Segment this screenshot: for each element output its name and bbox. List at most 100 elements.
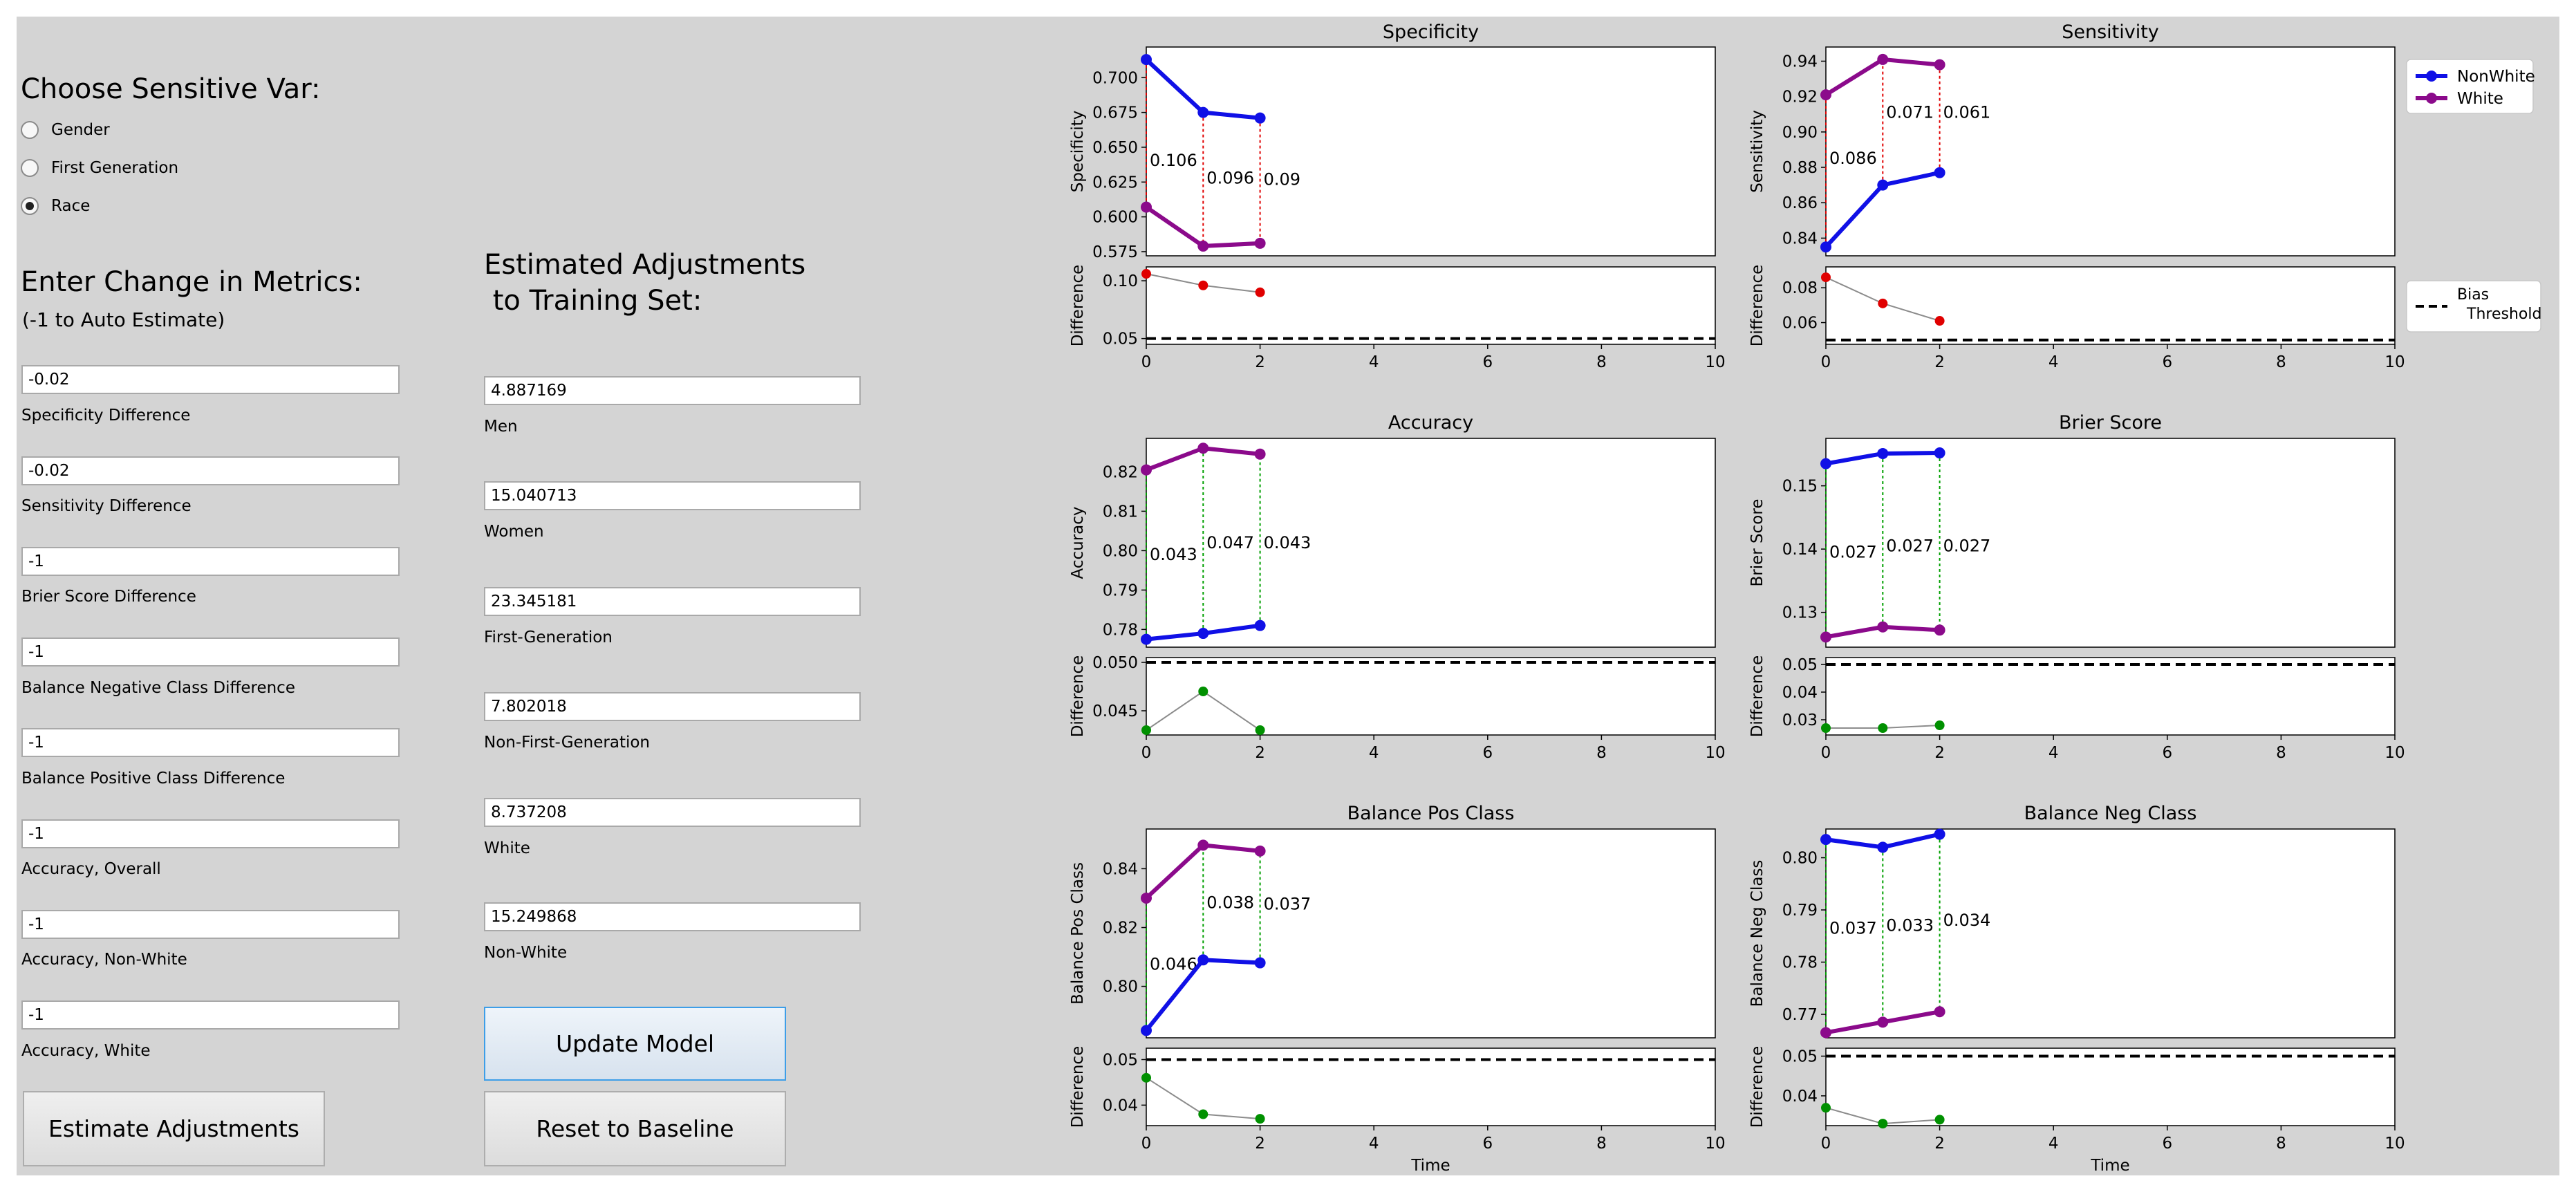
chart-accuracy: Accuracy 0.78 0.79 0.80 0.81 0.82 Accuracy 0.04… [1069,412,1726,762]
balance-negative-class-difference-input[interactable]: -1 [21,637,400,667]
gap-label: 0.043 [1264,533,1312,552]
y-tick-label: 0.78 [1782,954,1818,972]
gap-label: 0.027 [1943,537,1991,556]
difference-plot-area [1825,657,2396,736]
chart-balance-pos-class: Balance Pos Class 0.80 0.82 0.84 Balance Pos… [1069,803,1726,1175]
estimate-adjustments-button[interactable]: Estimate Adjustments [23,1091,325,1166]
data-point-nonwhite [1254,957,1266,969]
chart-sensitivity: Sensitivity 0.84 0.86 0.88 0.90 0.92 0.94 Sensi… [1748,21,2405,371]
difference-plot-area [1146,657,1716,736]
difference-point [1141,725,1151,735]
data-point-white [1197,443,1209,454]
y-axis-label: Brier Score [1748,499,1766,587]
balance-positive-class-difference-label: Balance Positive Class Difference [21,770,286,788]
x-axis-label: Time [2090,1157,2129,1175]
chart-title: Sensitivity [2062,21,2159,43]
x-axis-label: Time [1410,1157,1450,1175]
non-first-generation-adjustment-field[interactable]: 7.802018 [484,692,861,721]
x-tick-label: 0 [1141,353,1152,371]
plot-area [1825,828,2396,1039]
y-axis-label: Sensitivity [1748,110,1766,193]
brier-score-difference-label: Brier Score Difference [21,588,196,606]
brier-score-difference-input[interactable]: -1 [21,547,400,576]
reset-to-baseline-button[interactable]: Reset to Baseline [484,1091,786,1166]
x-tick-label: 0 [1821,744,1831,762]
specificity-difference-input[interactable]: -0.02 [21,365,400,394]
difference-point [1255,1114,1265,1124]
radio-gender[interactable]: Gender [21,118,110,142]
gap-label: 0.047 [1206,533,1254,552]
legend-label: Bias [2457,286,2489,304]
men-adjustment-field[interactable]: 4.887169 [484,376,861,405]
non-white-adjustment-field[interactable]: 15.249868 [484,902,861,931]
update-model-button[interactable]: Update Model [484,1007,786,1081]
data-point-nonwhite [1934,447,1945,459]
y-tick-label: 0.650 [1092,139,1138,157]
difference-point [1821,272,1831,283]
difference-point [1934,720,1945,730]
women-adjustment-field[interactable]: 15.040713 [484,481,861,510]
radio-race[interactable]: Race [21,194,90,218]
x-tick-label: 6 [2162,1135,2172,1153]
accuracy-white-input[interactable]: -1 [21,1000,400,1030]
x-tick-label: 0 [1141,744,1152,762]
radio-button[interactable] [21,197,39,215]
data-point-white [1877,621,1889,633]
y-tick-label: 0.625 [1092,174,1138,192]
data-point-white [1141,464,1152,476]
y-tick-label: 0.700 [1092,69,1138,87]
x-tick-label: 4 [1369,353,1379,371]
y-tick-label: 0.88 [1782,159,1818,177]
plot-area [1146,438,1716,648]
data-point-nonwhite [1254,620,1266,631]
accuracy-white-label: Accuracy, White [21,1042,151,1060]
radio-first-generation[interactable]: First Generation [21,156,178,180]
gap-label: 0.096 [1206,168,1254,187]
data-point-white [1254,845,1266,857]
y-tick-label: 0.04 [1103,1097,1138,1115]
difference-point [1934,316,1945,326]
gap-label: 0.038 [1206,893,1254,912]
y-tick-label: 0.675 [1092,104,1138,122]
estimated-adjustments-heading: Estimated Adjustments to Training Set: [484,247,805,319]
radio-button[interactable] [21,121,39,139]
plot-area [1825,46,2396,257]
first-generation-adjustment-field[interactable]: 23.345181 [484,587,861,616]
series-legend: NonWhite White [2406,59,2535,114]
data-point-nonwhite [1197,628,1209,640]
data-point-nonwhite [1197,954,1209,966]
white-label: White [484,839,530,857]
data-point-white [1254,237,1266,249]
data-point-nonwhite [1877,447,1889,459]
radio-label: Gender [51,121,110,139]
difference-plot-area [1825,266,2396,345]
data-point-nonwhite [1877,841,1889,853]
non-white-label: Non-White [484,944,568,962]
x-tick-label: 2 [1255,1135,1265,1153]
y-tick-label: 0.050 [1092,654,1138,672]
radio-label: First Generation [51,159,179,177]
sensitivity-difference-input[interactable]: -0.02 [21,456,400,485]
accuracy-overall-input[interactable]: -1 [21,819,400,848]
plot-area [1146,828,1716,1039]
y-tick-label: 0.05 [1782,1047,1818,1065]
gap-label: 0.106 [1150,151,1197,170]
difference-point [1255,287,1265,297]
difference-y-label: Difference [1069,265,1087,347]
balance-positive-class-difference-input[interactable]: -1 [21,728,400,757]
data-point-nonwhite [1934,167,1945,178]
y-tick-label: 0.81 [1103,503,1138,521]
y-tick-label: 0.05 [1782,656,1818,674]
x-tick-label: 0 [1821,353,1831,371]
accuracy-non-white-input[interactable]: -1 [21,910,400,939]
radio-button[interactable] [21,159,39,177]
white-adjustment-field[interactable]: 8.737208 [484,798,861,827]
x-tick-label: 2 [1255,353,1265,371]
choose-sensitive-var-heading: Choose Sensitive Var: [21,73,321,105]
difference-point [1141,269,1151,279]
x-tick-label: 2 [1934,744,1945,762]
data-point-white [1934,1006,1945,1018]
specificity-difference-label: Specificity Difference [21,407,191,425]
y-tick-label: 0.77 [1782,1006,1818,1024]
y-tick-label: 0.86 [1782,194,1818,212]
